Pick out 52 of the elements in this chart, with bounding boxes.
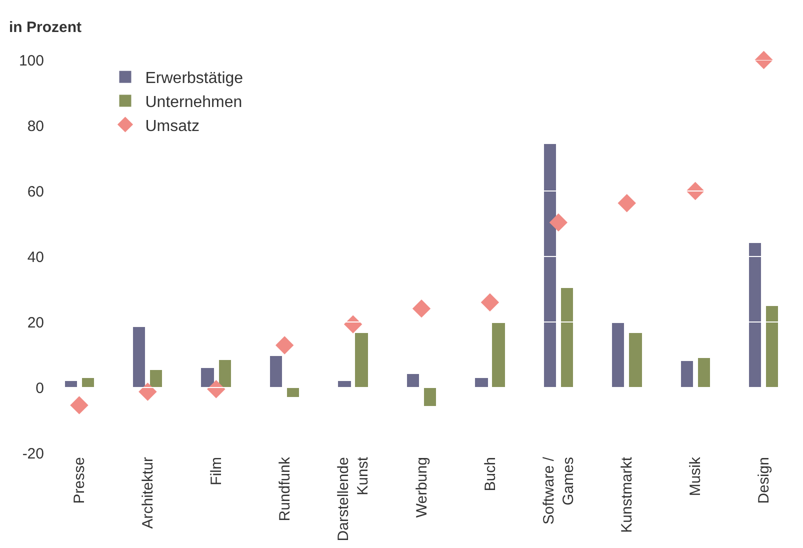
- point: [207, 380, 226, 398]
- point: [549, 213, 568, 232]
- bar: [407, 374, 419, 388]
- bar: [424, 388, 436, 406]
- bar: [629, 333, 642, 388]
- bar: [681, 361, 693, 388]
- point: [275, 336, 294, 354]
- y-tick-label: 60: [27, 183, 44, 200]
- bar: [270, 356, 282, 388]
- bar: [544, 144, 556, 388]
- x-tick-label: Film: [208, 457, 226, 486]
- x-tick-label: Software / Games: [540, 456, 578, 525]
- bar: [475, 378, 488, 388]
- x-tick-label: Musik: [687, 456, 704, 496]
- y-tick-label: 0: [36, 380, 44, 397]
- point: [618, 194, 636, 212]
- bar: [201, 368, 214, 388]
- y-tick-label: -20: [22, 445, 44, 462]
- x-tick-label: Kunstmarkt: [618, 456, 636, 533]
- point: [480, 293, 500, 312]
- point: [138, 382, 157, 401]
- bar: [287, 388, 299, 397]
- y-tick-label: 20: [27, 314, 44, 332]
- y-tick-label: 40: [27, 248, 44, 266]
- bar: [749, 243, 761, 388]
- point: [754, 50, 773, 70]
- bar: [492, 323, 505, 388]
- y-tick-label: 80: [27, 118, 44, 135]
- bar: [355, 333, 368, 388]
- bar: [561, 288, 573, 388]
- point: [70, 396, 88, 414]
- bar: [766, 306, 778, 388]
- x-tick-label: Rundfunk: [276, 456, 294, 522]
- point: [344, 315, 362, 334]
- bar: [219, 360, 231, 388]
- y-axis-title: in Prozent: [9, 19, 82, 36]
- bar: [612, 323, 624, 388]
- legend-label: Umsatz: [145, 118, 200, 135]
- legend-label: Erwerbstätige: [145, 70, 244, 88]
- point: [412, 299, 431, 318]
- x-tick-label: Design: [756, 457, 773, 504]
- x-tick-label: Darstellende Kunst: [335, 456, 372, 542]
- x-tick-label: Buch: [482, 457, 499, 492]
- bar: [698, 358, 710, 388]
- bar: [82, 378, 94, 388]
- x-tick-label: Werbung: [413, 457, 430, 518]
- legend-label: Unternehmen: [145, 94, 242, 111]
- x-tick-label: Presse: [71, 457, 88, 504]
- bar: [133, 327, 145, 388]
- x-tick-label: Architektur: [140, 457, 157, 529]
- bar: [150, 370, 162, 388]
- y-tick-label: 100: [18, 52, 44, 70]
